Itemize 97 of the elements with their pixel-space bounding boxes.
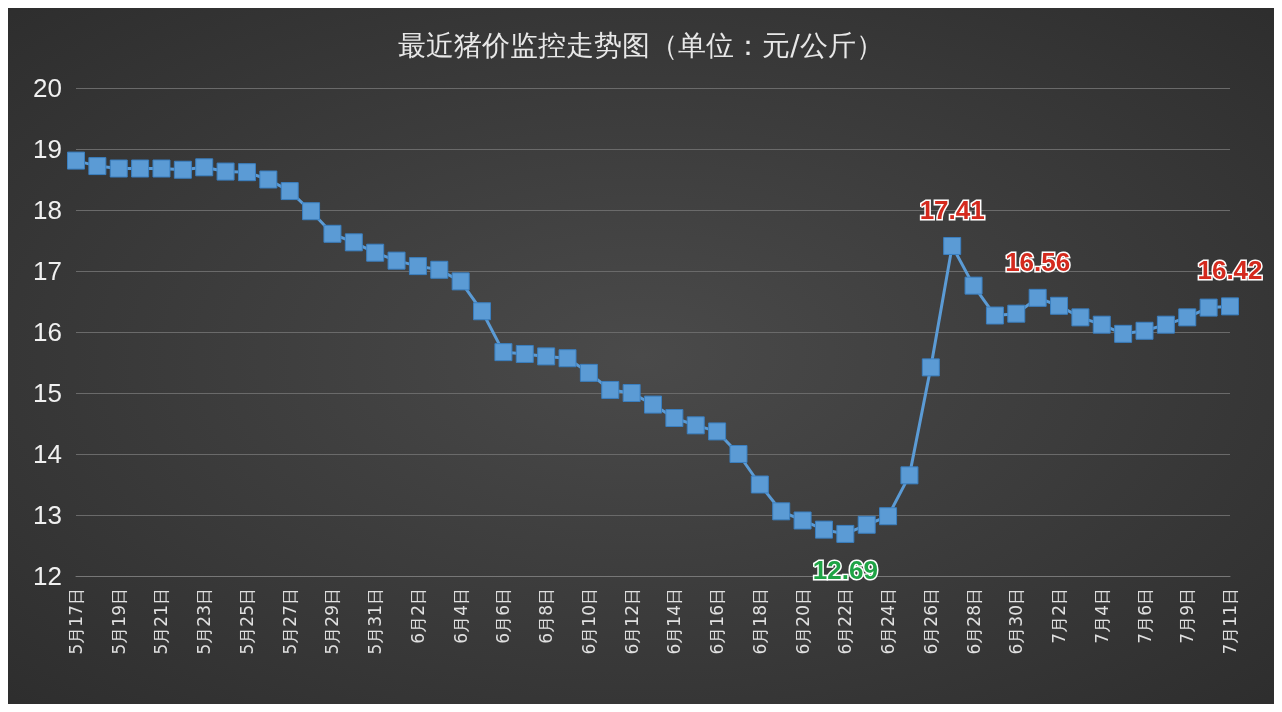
point xyxy=(323,224,342,243)
x-tick-label: 5月25日 xyxy=(236,588,257,655)
point xyxy=(494,343,513,362)
y-tick-label: 13 xyxy=(33,500,62,530)
y-tick-label: 14 xyxy=(33,439,62,469)
point xyxy=(109,159,128,178)
point xyxy=(601,380,620,399)
x-tick-label: 5月27日 xyxy=(279,588,300,655)
x-tick-label: 6月14日 xyxy=(664,588,685,655)
point xyxy=(1071,308,1090,327)
point xyxy=(515,344,534,363)
point xyxy=(622,384,641,402)
point xyxy=(772,502,791,521)
x-tick-label: 6月16日 xyxy=(707,588,728,655)
x-tick-label: 5月29日 xyxy=(322,588,343,655)
point xyxy=(1221,297,1239,316)
point xyxy=(750,475,769,494)
point xyxy=(259,170,278,189)
x-tick-label: 7月2日 xyxy=(1049,588,1070,644)
point xyxy=(943,236,962,255)
x-tick-label: 7月4日 xyxy=(1091,588,1112,644)
x-tick-label: 5月23日 xyxy=(194,588,215,655)
x-tick-label: 5月21日 xyxy=(151,588,172,655)
point xyxy=(686,416,705,435)
point xyxy=(558,349,577,368)
point xyxy=(1050,296,1069,315)
point xyxy=(173,160,192,179)
data-label: 17.41 xyxy=(919,194,985,225)
y-tick-label: 12 xyxy=(33,561,62,591)
point xyxy=(879,507,898,526)
point xyxy=(387,251,406,270)
y-tick-label: 18 xyxy=(33,195,62,225)
point xyxy=(537,347,556,366)
x-tick-label: 7月9日 xyxy=(1177,588,1198,644)
point xyxy=(985,306,1004,325)
x-tick-label: 6月26日 xyxy=(920,588,941,655)
x-tick-label: 5月31日 xyxy=(365,588,386,655)
point xyxy=(408,257,427,276)
data-label: 12.69 xyxy=(812,554,878,585)
x-tick-label: 5月17日 xyxy=(66,588,86,655)
point xyxy=(430,260,449,279)
point xyxy=(473,302,492,321)
x-tick-label: 6月10日 xyxy=(578,588,599,655)
point xyxy=(708,422,727,441)
point xyxy=(195,158,214,177)
point xyxy=(1007,304,1026,323)
x-tick-label: 6月6日 xyxy=(493,588,514,644)
point xyxy=(836,524,855,543)
point xyxy=(280,182,299,201)
x-tick-label: 6月2日 xyxy=(407,588,428,644)
point xyxy=(1028,288,1047,307)
point xyxy=(366,243,385,262)
x-tick-label: 5月19日 xyxy=(108,588,129,655)
x-tick-label: 7月11日 xyxy=(1220,588,1240,655)
point xyxy=(88,157,107,176)
x-tick-label: 6月4日 xyxy=(450,588,471,644)
point xyxy=(793,511,812,530)
data-label: 16.56 xyxy=(1005,246,1071,277)
y-tick-label: 15 xyxy=(33,378,62,408)
point xyxy=(302,202,321,221)
point xyxy=(665,409,684,428)
point xyxy=(644,395,662,414)
x-tick-label: 6月20日 xyxy=(792,588,813,655)
x-tick-label: 6月28日 xyxy=(963,588,984,655)
point xyxy=(152,159,171,178)
y-tick-label: 19 xyxy=(33,134,62,164)
x-tick-label: 6月18日 xyxy=(749,588,770,655)
point xyxy=(964,276,983,295)
point xyxy=(67,151,85,170)
point xyxy=(729,445,748,463)
point xyxy=(921,358,940,377)
point xyxy=(451,272,470,291)
point xyxy=(237,163,256,182)
x-tick-label: 6月30日 xyxy=(1006,588,1027,655)
point xyxy=(1199,298,1218,317)
point xyxy=(1135,321,1154,340)
x-tick-label: 6月24日 xyxy=(878,588,899,655)
point xyxy=(814,520,833,539)
y-tick-label: 16 xyxy=(33,317,62,347)
point xyxy=(1156,315,1175,334)
x-tick-label: 7月6日 xyxy=(1134,588,1155,644)
x-tick-label: 6月12日 xyxy=(621,588,642,655)
point xyxy=(1114,324,1133,343)
data-label: 16.42 xyxy=(1197,255,1263,286)
point xyxy=(216,162,235,181)
point xyxy=(1178,308,1197,327)
point xyxy=(131,159,150,178)
x-tick-label: 6月22日 xyxy=(835,588,856,655)
point xyxy=(857,515,876,534)
point xyxy=(900,466,919,485)
point xyxy=(1092,315,1111,334)
y-tick-label: 20 xyxy=(33,73,62,103)
x-tick-label: 6月8日 xyxy=(536,588,557,644)
y-tick-label: 17 xyxy=(33,256,62,286)
point xyxy=(579,363,598,382)
point xyxy=(344,233,363,252)
chart-title: 最近猪价监控走势图（单位：元/公斤） xyxy=(398,28,884,62)
